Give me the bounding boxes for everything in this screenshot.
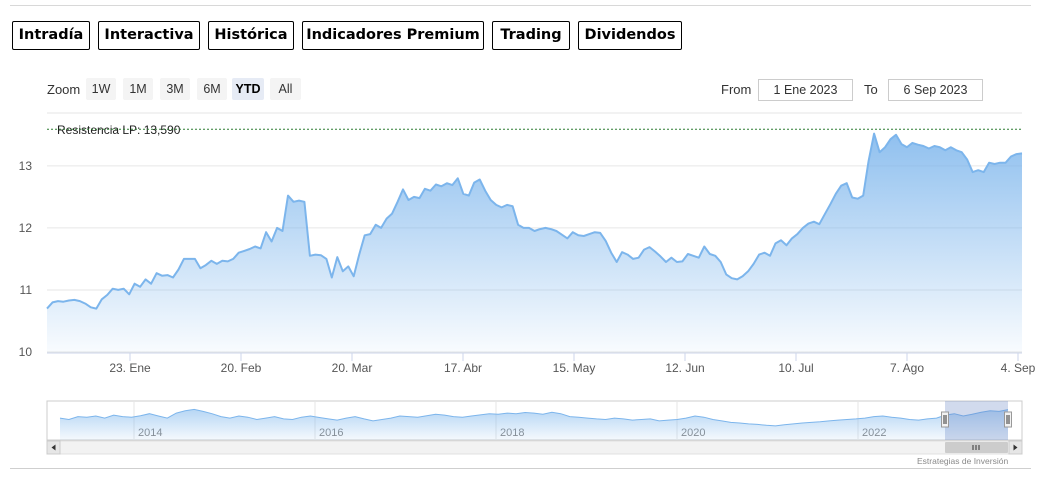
scrollbar[interactable] — [46, 440, 1023, 455]
zoom-all-button[interactable]: All — [270, 78, 301, 100]
resistance-label: Resistencia LP: 13,590 — [57, 123, 181, 137]
zoom-label: Zoom — [47, 82, 81, 97]
x-tick-label: 10. Jul — [778, 361, 813, 375]
zoom-6m-button[interactable]: 6M — [197, 78, 227, 100]
navigator-line — [59, 408, 1009, 427]
x-tick-label: 7. Ago — [890, 361, 924, 375]
tab-historica[interactable]: Histórica — [208, 21, 294, 50]
chevron-left-icon — [51, 444, 56, 451]
navigator-handle — [941, 411, 949, 428]
x-tick-label: 20. Mar — [332, 361, 373, 375]
credits: Estrategias de Inversión — [917, 456, 1009, 466]
resistance-line: Resistencia LP: 13,590 — [47, 123, 1022, 137]
zoom-3m-button[interactable]: 3M — [160, 78, 190, 100]
tab-intradia[interactable]: Intradía — [12, 21, 90, 50]
zoom-ytd-button[interactable]: YTD — [232, 78, 264, 100]
y-tick-label: 13 — [19, 159, 33, 173]
from-label: From — [721, 82, 752, 97]
x-tick-label: 12. Jun — [665, 361, 704, 375]
series-line — [46, 132, 1023, 310]
chevron-right-icon — [1013, 444, 1018, 451]
tab-dividendos[interactable]: Dividendos — [578, 21, 682, 50]
x-tick-label: 4. Sep — [1001, 361, 1036, 375]
navigator-selection — [945, 401, 1008, 440]
zoom-1m-button[interactable]: 1M — [123, 78, 153, 100]
y-tick-label: 10 — [19, 345, 33, 359]
tab-interactiva[interactable]: Interactiva — [98, 21, 200, 50]
bottom-divider — [10, 468, 1031, 469]
from-date-input[interactable]: 1 Ene 2023 — [758, 79, 853, 101]
y-tick-label: 12 — [19, 221, 33, 235]
y-tick-label: 11 — [20, 283, 33, 297]
x-tick-label: 23. Ene — [109, 361, 151, 375]
y-axis: 10 11 12 13 — [19, 159, 33, 359]
to-label: To — [864, 82, 878, 97]
x-tick-label: 17. Abr — [444, 361, 482, 375]
to-date-input[interactable]: 6 Sep 2023 — [888, 79, 983, 101]
zoom-1w-button[interactable]: 1W — [86, 78, 116, 100]
navigator-handle — [1004, 411, 1012, 428]
navigator[interactable]: 20142016201820202022 — [46, 400, 1023, 441]
scrollbar-track — [46, 440, 1023, 455]
series-area — [46, 132, 1023, 352]
x-tick-label: 20. Feb — [221, 361, 262, 375]
navigator-area — [60, 409, 1008, 440]
tab-indicadores-premium[interactable]: Indicadores Premium — [302, 21, 484, 50]
tab-trading[interactable]: Trading — [492, 21, 570, 50]
x-axis: 23. Ene 20. Feb 20. Mar 17. Abr 15. May 12. J… — [47, 352, 1036, 375]
x-tick-label: 15. May — [553, 361, 596, 375]
series-area-fill — [47, 133, 1022, 352]
top-divider — [10, 5, 1031, 6]
